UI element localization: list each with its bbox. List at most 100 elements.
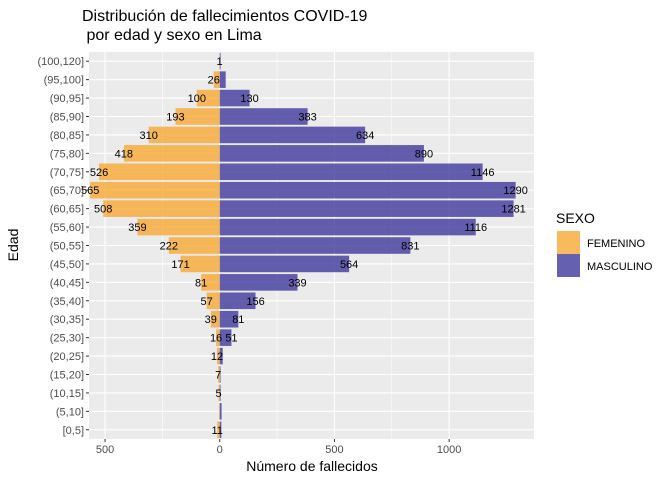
y-axis: [0,5] (5,10] (10,15] (15,20] (20,25] (25,30] (… xyxy=(38,56,89,437)
data-label-masculino: 890 xyxy=(415,148,433,160)
data-label-femenino: 193 xyxy=(166,112,184,124)
bar-masculino xyxy=(219,237,411,254)
legend-title: SEXO xyxy=(556,210,595,226)
y-tick-label: (75,80] xyxy=(50,148,84,160)
bar-masculino xyxy=(219,200,514,217)
bar-masculino xyxy=(219,329,232,346)
data-label-femenino: 81 xyxy=(195,277,207,289)
x-tick-label: 500 xyxy=(325,444,343,456)
bar-femenino xyxy=(137,218,220,236)
x-tick-label: 0 xyxy=(217,444,223,456)
y-tick-label: (65,70] xyxy=(50,185,84,197)
data-label-masculino: 1146 xyxy=(471,167,495,179)
chart-subtitle: por edad y sexo en Lima xyxy=(82,27,262,44)
bar-femenino xyxy=(201,274,220,291)
data-label-femenino: 26 xyxy=(208,75,220,87)
legend-swatch-masculino xyxy=(557,254,580,277)
bar-femenino xyxy=(180,255,220,273)
bar-femenino xyxy=(175,108,220,125)
data-label-femenino: 1 xyxy=(216,56,222,68)
x-axis-title: Número de fallecidos xyxy=(246,458,378,474)
data-label-femenino: 565 xyxy=(81,185,99,197)
bar-masculino xyxy=(219,274,298,291)
data-label-femenino: 12 xyxy=(211,351,223,363)
bar-femenino xyxy=(103,200,220,217)
y-tick-label: (95,100] xyxy=(44,75,84,87)
data-label-femenino: 526 xyxy=(90,167,108,179)
bar-masculino xyxy=(219,89,250,107)
data-label-femenino: 418 xyxy=(115,148,133,160)
bar-femenino xyxy=(99,163,220,181)
bar-femenino xyxy=(206,292,220,310)
chart-title: Distribución de fallecimientos COVID-19 xyxy=(82,8,368,25)
bar-femenino xyxy=(218,366,220,383)
bar-femenino xyxy=(90,181,220,199)
data-label-femenino: 310 xyxy=(139,130,157,142)
y-tick-label: (15,20] xyxy=(50,370,84,382)
y-tick-label: (10,15] xyxy=(50,388,84,400)
bar-masculino xyxy=(219,384,221,402)
bar-masculino xyxy=(219,163,483,181)
y-tick-label: (90,95] xyxy=(50,93,84,105)
x-axis: 500 0 500 1000 xyxy=(96,439,461,456)
bar-femenino xyxy=(216,329,220,346)
bar-femenino xyxy=(217,421,220,439)
bar-masculino xyxy=(219,52,221,70)
data-label-masculino: 339 xyxy=(288,277,306,289)
bar-femenino xyxy=(168,237,220,254)
y-tick-label: (25,30] xyxy=(50,333,84,345)
data-label-femenino: 57 xyxy=(201,296,213,308)
bar-masculino xyxy=(219,403,222,420)
bars-layer xyxy=(90,52,516,439)
data-label-femenino: 100 xyxy=(188,93,206,105)
bar-femenino xyxy=(210,310,220,328)
data-label-femenino: 7 xyxy=(215,370,221,382)
bar-masculino xyxy=(219,71,226,88)
y-tick-label: (50,55] xyxy=(50,241,84,253)
y-tick-label: (80,85] xyxy=(50,130,84,142)
bar-masculino xyxy=(219,181,516,199)
data-label-masculino: 831 xyxy=(401,241,419,253)
data-label-masculino: 156 xyxy=(246,296,264,308)
y-tick-label: (70,75] xyxy=(50,167,84,179)
y-tick-label: (5,10] xyxy=(56,406,84,418)
legend: SEXO FEMENINO MASCULINO xyxy=(556,210,653,277)
data-label-masculino: 51 xyxy=(225,333,237,345)
y-tick-label: (35,40] xyxy=(50,296,84,308)
legend-label-masculino: MASCULINO xyxy=(587,261,653,273)
data-label-femenino: 39 xyxy=(205,314,217,326)
data-label-femenino: 5 xyxy=(216,388,222,400)
bar-femenino xyxy=(213,71,220,88)
x-tick-label: 1000 xyxy=(437,444,461,456)
bar-masculino xyxy=(219,347,223,365)
y-tick-label: (30,35] xyxy=(50,314,84,326)
data-label-femenino: 11 xyxy=(212,425,223,437)
y-tick-label: (60,65] xyxy=(50,204,84,216)
bar-masculino xyxy=(219,108,308,125)
legend-swatch-femenino xyxy=(557,231,580,254)
bar-masculino xyxy=(219,255,350,273)
y-tick-label: (100,120] xyxy=(38,56,84,68)
data-label-masculino: 634 xyxy=(356,130,374,142)
bar-masculino xyxy=(219,366,221,383)
data-label-masculino: 81 xyxy=(232,314,244,326)
data-label-femenino: 171 xyxy=(171,259,189,271)
y-tick-label: (45,50] xyxy=(50,259,84,271)
bar-masculino xyxy=(219,310,239,328)
data-label-femenino: 359 xyxy=(128,222,146,234)
data-label-masculino: 130 xyxy=(240,93,258,105)
data-label-masculino: 564 xyxy=(340,259,358,271)
bar-femenino xyxy=(218,384,220,402)
bar-femenino xyxy=(196,89,220,107)
data-label-masculino: 1290 xyxy=(503,185,527,197)
bar-femenino xyxy=(216,347,220,365)
data-label-femenino: 508 xyxy=(94,204,112,216)
data-label-femenino: 16 xyxy=(210,333,222,345)
data-label-masculino: 1116 xyxy=(464,222,487,234)
y-tick-label: (85,90] xyxy=(50,112,84,124)
bar-masculino xyxy=(219,218,476,236)
bar-femenino xyxy=(219,403,221,420)
